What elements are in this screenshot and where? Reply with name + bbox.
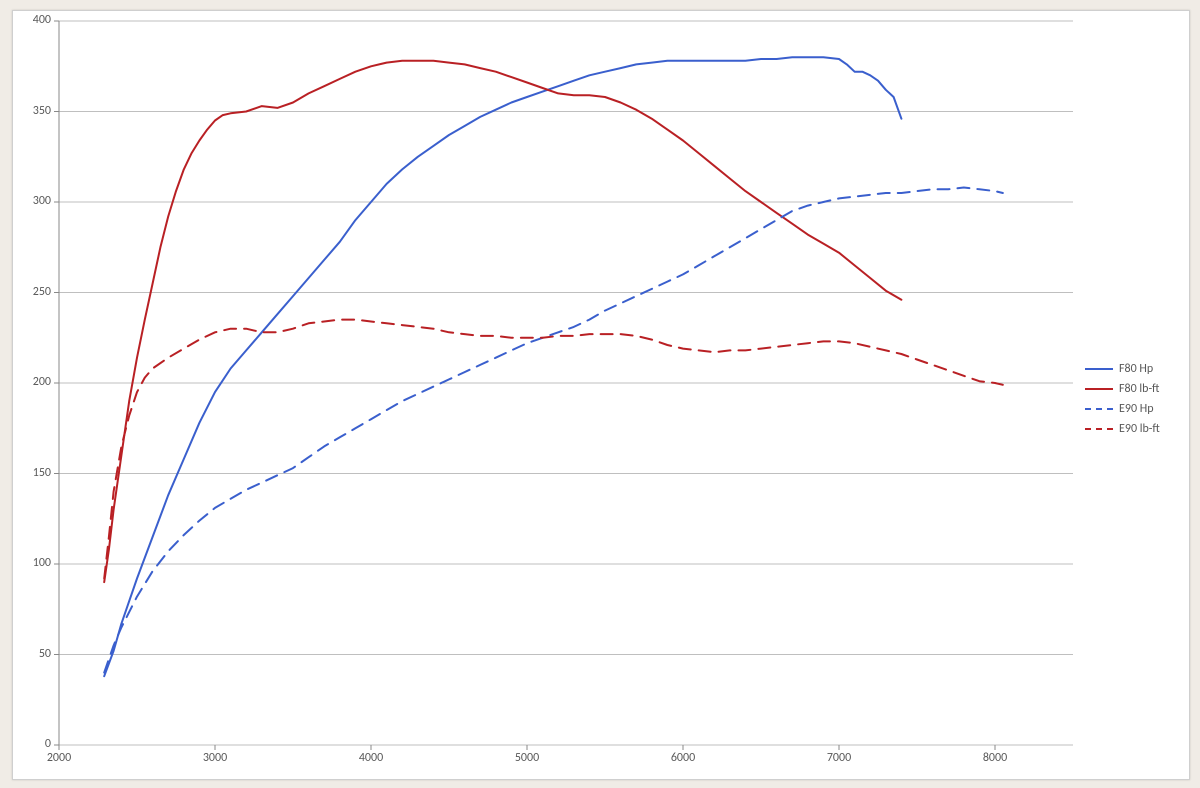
legend-swatch — [1085, 428, 1113, 430]
legend-label: E90 Hp — [1119, 402, 1154, 416]
y-tick-label: 350 — [21, 104, 51, 118]
legend-item: F80 lb-ft — [1085, 379, 1160, 399]
y-tick-label: 150 — [21, 466, 51, 480]
x-tick-label: 6000 — [663, 751, 703, 765]
legend: F80 Hp F80 lb-ft E90 Hp E90 lb-ft — [1085, 359, 1160, 439]
legend-label: F80 lb-ft — [1119, 382, 1159, 396]
y-tick-label: 250 — [21, 285, 51, 299]
x-tick-label: 2000 — [39, 751, 79, 765]
x-tick-label: 5000 — [507, 751, 547, 765]
plot-svg — [59, 21, 1073, 745]
y-tick-label: 400 — [21, 13, 51, 27]
legend-item: F80 Hp — [1085, 359, 1160, 379]
legend-swatch — [1085, 368, 1113, 370]
chart-frame: 0 50 100 150 200 250 300 350 400 2000 3000 4000 500… — [12, 10, 1190, 780]
legend-label: E90 lb-ft — [1119, 422, 1160, 436]
series-e90-hp — [104, 188, 1003, 673]
y-tick-label: 50 — [21, 647, 51, 661]
y-tick-label: 100 — [21, 556, 51, 570]
legend-item: E90 lb-ft — [1085, 419, 1160, 439]
y-tick-label: 200 — [21, 375, 51, 389]
legend-label: F80 Hp — [1119, 362, 1153, 376]
y-tick-label: 300 — [21, 194, 51, 208]
plot-area — [59, 21, 1073, 745]
legend-item: E90 Hp — [1085, 399, 1160, 419]
x-tick-label: 7000 — [819, 751, 859, 765]
legend-swatch — [1085, 388, 1113, 390]
series-f80-hp — [104, 57, 901, 676]
x-tick-label: 8000 — [975, 751, 1015, 765]
legend-swatch — [1085, 408, 1113, 410]
x-tick-label: 4000 — [351, 751, 391, 765]
y-tick-label: 0 — [21, 737, 51, 751]
x-tick-label: 3000 — [195, 751, 235, 765]
